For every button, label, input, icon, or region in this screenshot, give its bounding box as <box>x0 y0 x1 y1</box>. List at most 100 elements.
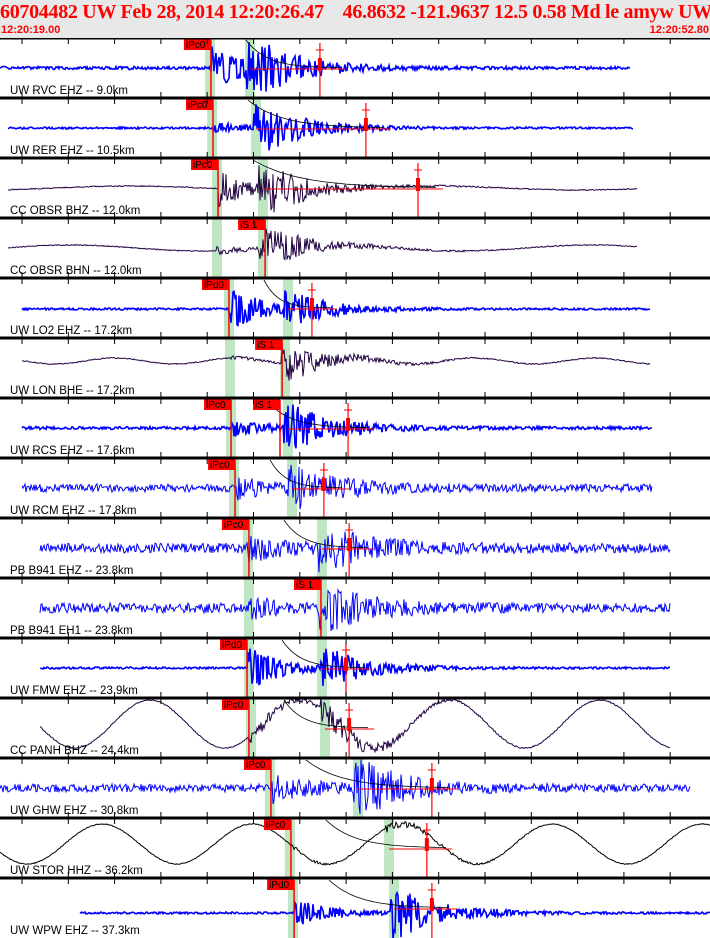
station-row: iPc0 UW RVC EHZ -- 9.0km <box>0 38 710 98</box>
phase-window <box>352 758 363 818</box>
pick-flag <box>243 759 271 770</box>
phase-window <box>211 158 222 218</box>
row-divider <box>0 38 710 40</box>
pick-label: iPc0 <box>224 700 244 711</box>
coda-curve <box>265 399 369 429</box>
pick-flag <box>186 99 213 110</box>
station-label: PB B941 EHZ -- 23.8km <box>10 565 133 577</box>
station-row: iPc0 UW RCM EHZ -- 17.8km <box>0 452 710 518</box>
coda-curve <box>245 39 339 69</box>
phase-window <box>229 458 240 518</box>
phase-window <box>319 698 330 758</box>
station-label: CC PANH BHZ -- 24.4km <box>10 745 139 757</box>
pick-label: iS 1 <box>257 340 275 351</box>
coda-curve <box>283 519 368 549</box>
coda-curve <box>269 459 343 489</box>
station-row: iPd0 UW LO2 EHZ -- 17.2km <box>0 272 710 338</box>
station-row: iS 1 UW LON BHE -- 17.2km <box>0 332 710 398</box>
coda-curve <box>328 879 450 908</box>
pick-flag <box>220 639 248 650</box>
pick-label: iS 1 <box>296 580 314 591</box>
pick-label: iS 1 <box>240 220 258 231</box>
coda-curve <box>247 99 384 128</box>
trace-panel[interactable]: iPc0 UW RVC EHZ -- 9.0km iPc0 UW RER EHZ --… <box>0 38 710 938</box>
station-row: iPc0 CC PANH BHZ -- 24.4km <box>0 692 710 758</box>
station-row: iPc0 UW GHW EHZ -- 30.8km <box>0 752 710 818</box>
phase-window <box>243 638 254 698</box>
pick-flag <box>201 279 229 290</box>
amplitude-bar <box>321 478 326 491</box>
waveform-trace <box>39 531 671 573</box>
amplitude-bar <box>346 418 351 431</box>
waveform-trace <box>79 890 710 938</box>
row-divider <box>0 336 710 340</box>
pick-label: iPc0 <box>246 760 266 771</box>
row-divider <box>0 396 710 400</box>
station-row: iS 1 CC OBSR BHN -- 12.0km <box>0 212 710 278</box>
station-label: PB B941 EH1 -- 23.8km <box>10 625 133 637</box>
station-label: UW FMW EHZ -- 23.9km <box>10 685 138 697</box>
row-divider <box>0 96 710 100</box>
row-divider <box>0 576 710 580</box>
pick-flag <box>253 399 281 410</box>
row-divider <box>0 276 710 280</box>
phase-window <box>264 758 275 818</box>
window-start-time: 12:20:19.00 <box>1 24 61 36</box>
waveform-trace <box>0 42 631 92</box>
amplitude-bar <box>343 658 348 671</box>
event-header: 60704482 UW Feb 28, 2014 12:20:26.47 46.… <box>0 0 710 38</box>
amplitude-bar <box>317 58 322 71</box>
amplitude-bar <box>429 778 434 791</box>
row-divider <box>0 756 710 760</box>
station-label: CC OBSR BHZ -- 12.0km <box>10 205 140 217</box>
row-divider <box>0 816 710 820</box>
row-divider <box>0 636 710 640</box>
waveform-trace <box>0 820 710 866</box>
row-divider <box>0 456 710 460</box>
station-row: iPc0 PB B941 EHZ -- 23.8km <box>0 512 710 578</box>
coda-curve <box>252 159 437 188</box>
waveform-trace <box>39 648 670 686</box>
pick-flag <box>221 519 249 530</box>
pick-label: iPd0 <box>204 280 224 291</box>
station-label: UW LON BHE -- 17.2km <box>10 385 135 397</box>
waveform-trace <box>21 346 651 381</box>
waveform-trace <box>0 759 691 814</box>
station-row: iS 1 PB B941 EH1 -- 23.8km <box>0 572 710 638</box>
window-end-time: 12:20:52.80 <box>649 24 709 36</box>
pick-flag <box>204 399 232 410</box>
amplitude-bar <box>347 718 352 731</box>
pick-label: iPd0 <box>269 880 289 891</box>
station-row: iPc0 UW STOR HHZ -- 36.2km <box>0 812 710 878</box>
phase-window <box>246 698 257 758</box>
coda-curve <box>283 699 368 729</box>
pick-flag <box>238 219 266 230</box>
row-divider <box>0 876 710 880</box>
row-divider <box>0 696 710 700</box>
pick-flag <box>208 459 236 470</box>
station-row: iPd0 UW FMW EHZ -- 23.9km <box>0 632 710 698</box>
event-title: 60704482 UW Feb 28, 2014 12:20:26.47 46.… <box>0 1 710 23</box>
phase-window <box>384 818 395 878</box>
amplitude-bar <box>424 838 429 851</box>
station-label: UW RVC EHZ -- 9.0km <box>10 85 128 97</box>
waveform-trace <box>7 104 634 151</box>
station-row: iPd0 UW WPW EHZ -- 37.3km <box>0 872 710 938</box>
pick-flag <box>267 879 295 890</box>
pick-flag <box>255 339 283 350</box>
station-label: UW LO2 EHZ -- 17.2km <box>10 325 132 337</box>
station-row: iPc0 UW RER EHZ -- 10.5km <box>0 92 710 158</box>
pick-flag <box>293 579 321 590</box>
waveform-trace <box>21 290 651 327</box>
phase-window <box>317 518 328 578</box>
phase-window <box>288 878 299 938</box>
amplitude-bar <box>416 178 421 191</box>
row-divider <box>0 156 710 160</box>
amplitude-bar <box>363 118 368 131</box>
waveform-trace <box>39 696 671 754</box>
pick-label: iPd0 <box>222 640 242 651</box>
pick-label: iPc0 <box>186 40 206 51</box>
coda-curve <box>305 759 450 788</box>
pick-flag <box>191 159 219 170</box>
